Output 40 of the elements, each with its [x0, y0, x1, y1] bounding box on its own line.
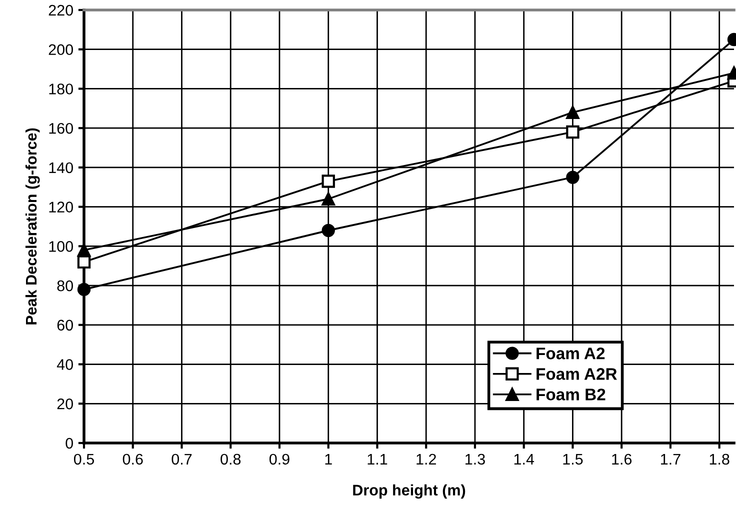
point [322, 192, 335, 206]
y-tick-label: 220 [48, 4, 73, 16]
y-tick-label: 0 [66, 438, 73, 449]
y-tick-label: 40 [56, 359, 73, 370]
x-tick-label: 0.6 [122, 454, 143, 465]
x-tick-label: 1.3 [466, 454, 485, 465]
legend-label: Foam A2R [536, 368, 617, 380]
x-tick-label: 1.7 [661, 454, 680, 464]
point [77, 255, 91, 269]
point [566, 106, 580, 119]
x-tick-label: 0.8 [220, 454, 241, 465]
x-tick-label: 1.5 [563, 454, 583, 465]
y-axis-title: Peak Deceleration (g-force) [25, 128, 40, 324]
x-axis-title: Drop height (m) [353, 484, 466, 499]
x-tick-label: 0.9 [269, 454, 290, 465]
y-tick-label: 200 [48, 44, 73, 56]
point [566, 125, 580, 139]
y-tick-label: 120 [49, 202, 73, 213]
point [322, 224, 335, 238]
point [77, 244, 91, 257]
point [322, 174, 335, 188]
x-tick-label: 0.5 [74, 454, 94, 465]
x-tick-label: 1.1 [368, 454, 388, 464]
y-tick-label: 180 [49, 84, 73, 94]
legend-label: Foam B2 [536, 388, 606, 400]
point [77, 282, 91, 296]
y-tick-label: 140 [49, 162, 73, 174]
y-tick-label: 80 [57, 280, 73, 292]
y-tick-label: 20 [57, 398, 73, 410]
y-tick-label: 100 [49, 241, 73, 252]
y-tick-label: 160 [49, 122, 73, 134]
x-tick-label: 1.6 [612, 454, 632, 465]
point [566, 170, 580, 184]
y-tick-label: 60 [57, 320, 73, 331]
x-tick-label: 1 [325, 454, 332, 464]
x-tick-label: 1.2 [416, 454, 436, 464]
legend-label: Foam A2 [536, 348, 605, 360]
x-tick-label: 1.8 [710, 454, 730, 465]
x-tick-label: 0.7 [172, 454, 192, 465]
x-tick-label: 1.4 [514, 454, 534, 464]
